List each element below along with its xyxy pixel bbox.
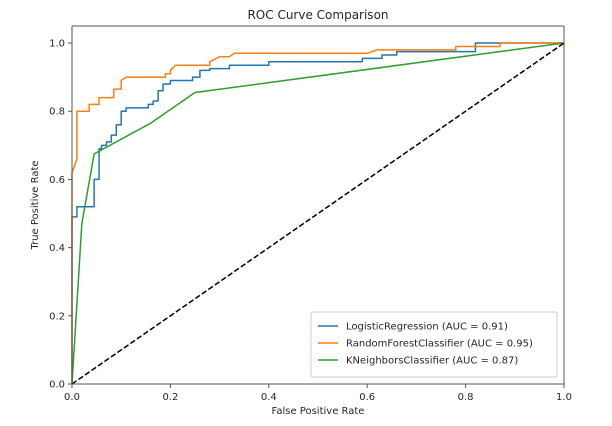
legend-entry: LogisticRegression (AUC = 0.91) xyxy=(318,322,508,333)
y-axis-ticks: 0.0 0.2 0.4 0.6 0.8 1.0 xyxy=(49,39,72,391)
x-tick-label: 0.8 xyxy=(458,392,474,403)
x-tick-label: 1.0 xyxy=(556,392,572,403)
legend-entry: RandomForestClassifier (AUC = 0.95) xyxy=(318,339,533,350)
series-line-2 xyxy=(71,42,565,385)
legend-entry: KNeighborsClassifier (AUC = 0.87) xyxy=(318,356,518,367)
y-tick-label: 1.0 xyxy=(49,39,65,50)
legend: LogisticRegression (AUC = 0.91) RandomFor… xyxy=(310,311,558,378)
x-axis-ticks: 0.0 0.2 0.4 0.6 0.8 1.0 xyxy=(64,384,572,403)
x-tick-label: 0.6 xyxy=(359,392,375,403)
axes-frame xyxy=(71,25,565,385)
series-line-1 xyxy=(71,42,564,384)
legend-box xyxy=(310,311,558,378)
x-axis-label: False Positive Rate xyxy=(272,406,365,417)
y-tick-label: 0.8 xyxy=(49,107,65,118)
y-tick-label: 0.6 xyxy=(49,175,65,186)
y-tick-label: 0.2 xyxy=(49,311,65,322)
legend-label: LogisticRegression (AUC = 0.91) xyxy=(346,322,508,333)
y-tick-label: 0.0 xyxy=(49,380,65,391)
legend-label: RandomForestClassifier (AUC = 0.95) xyxy=(346,339,533,350)
series-layer xyxy=(71,42,565,385)
x-tick-label: 0.4 xyxy=(261,392,277,403)
chance-line xyxy=(71,42,565,385)
y-tick-label: 0.4 xyxy=(49,243,65,254)
chart-title: ROC Curve Comparison xyxy=(247,8,388,22)
legend-label: KNeighborsClassifier (AUC = 0.87) xyxy=(346,356,518,367)
series-line-0 xyxy=(71,42,564,384)
x-tick-label: 0.0 xyxy=(64,392,80,403)
x-tick-label: 0.2 xyxy=(162,392,178,403)
y-axis-label: True Positive Rate xyxy=(30,160,41,250)
